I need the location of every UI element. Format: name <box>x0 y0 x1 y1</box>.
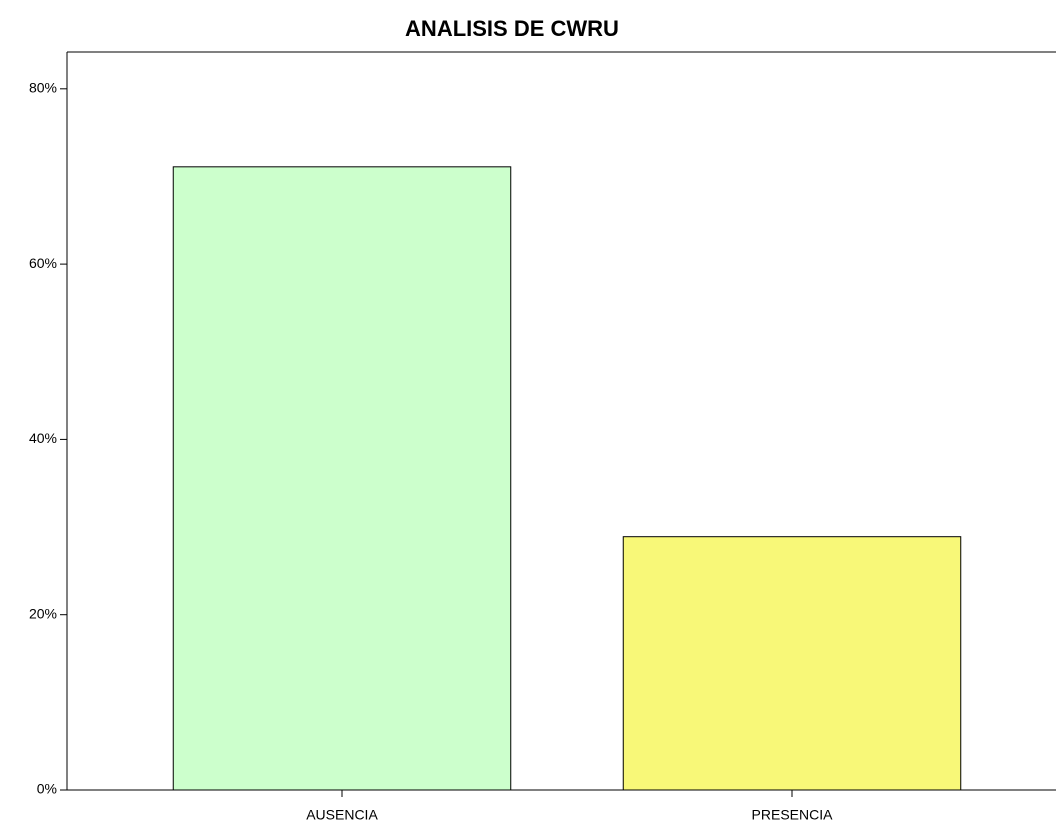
chart-title: ANALISIS DE CWRU <box>405 16 619 41</box>
y-tick-label: 80% <box>29 80 57 96</box>
bar <box>622 536 962 791</box>
y-tick-label: 40% <box>29 430 57 446</box>
y-tick-label: 60% <box>29 255 57 271</box>
x-tick-label: PRESENCIA <box>752 807 834 823</box>
bar <box>172 166 512 791</box>
y-tick-label: 20% <box>29 605 57 621</box>
x-tick-label: AUSENCIA <box>306 807 378 823</box>
y-tick-label: 0% <box>37 781 57 797</box>
